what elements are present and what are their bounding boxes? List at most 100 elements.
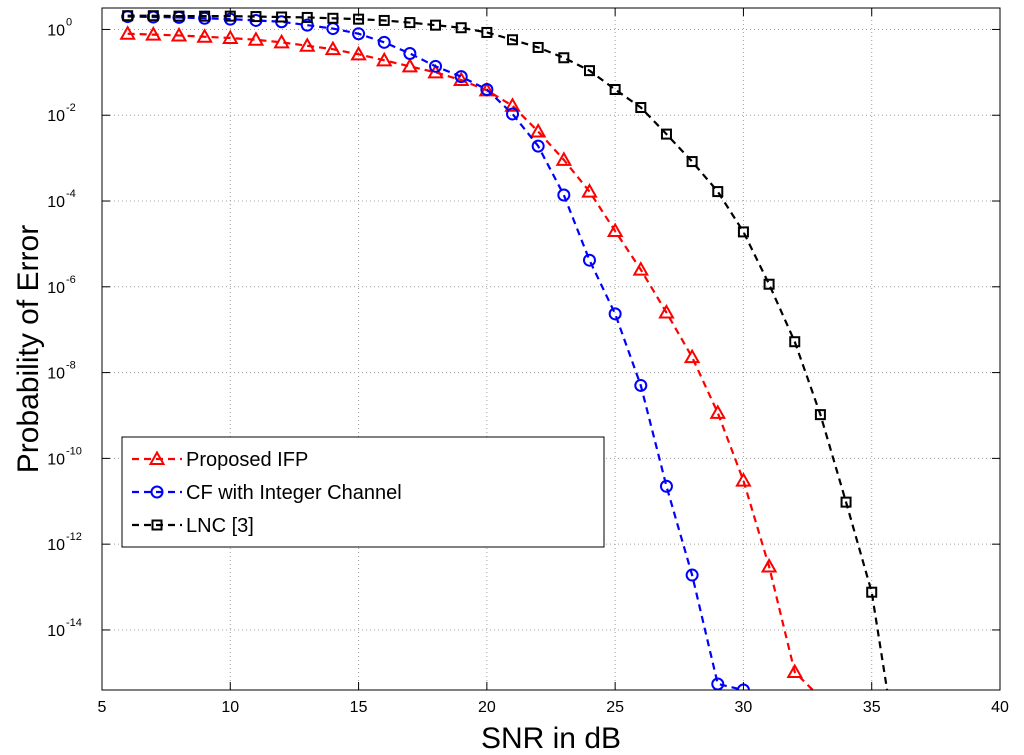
y-tick-label-exponent: -12 <box>66 531 82 543</box>
data-point <box>327 12 339 24</box>
data-point <box>685 568 699 582</box>
data-point <box>454 70 468 84</box>
data-point <box>786 663 803 678</box>
legend-marker <box>148 450 166 465</box>
data-point <box>683 348 701 364</box>
data-point <box>147 10 159 22</box>
plot-frame <box>101 7 1001 691</box>
series-proposed-ifp <box>119 25 814 690</box>
x-tick-label: 5 <box>98 699 107 716</box>
y-tick-label-exponent: -10 <box>66 445 82 457</box>
data-point <box>196 28 213 43</box>
data-point <box>404 17 416 29</box>
data-point <box>712 186 724 198</box>
data-point <box>324 40 342 56</box>
data-point <box>529 122 547 138</box>
x-tick-label: 10 <box>221 699 239 716</box>
x-tick-label: 15 <box>350 699 368 716</box>
legend-marker <box>151 519 163 531</box>
data-point <box>506 107 520 121</box>
y-axis-title: Probability of Error <box>12 225 45 473</box>
data-point <box>199 10 211 22</box>
data-point <box>660 128 672 140</box>
data-point <box>452 71 470 87</box>
data-point <box>635 102 647 114</box>
data-point <box>789 336 801 348</box>
data-point <box>299 37 316 52</box>
data-point <box>606 222 624 238</box>
data-point <box>532 41 544 53</box>
series-lnc-3 <box>122 10 889 690</box>
data-point <box>247 31 265 46</box>
data-point <box>763 278 775 290</box>
data-point <box>429 59 443 73</box>
data-point <box>760 557 778 573</box>
data-point <box>737 226 749 238</box>
legend-marker <box>150 485 164 499</box>
x-tick-label: 30 <box>735 699 753 716</box>
data-point <box>686 156 698 168</box>
y-tick-label-exponent: 0 <box>66 16 72 28</box>
data-point <box>608 307 622 321</box>
data-point <box>504 97 521 112</box>
data-point <box>300 18 314 32</box>
legend-box <box>121 436 605 548</box>
data-point <box>376 51 393 67</box>
data-point <box>378 14 390 26</box>
y-tick-label-base: 10 <box>47 280 65 297</box>
y-tick-label-base: 10 <box>47 623 65 640</box>
legend-label: Proposed IFP <box>186 449 308 471</box>
data-point <box>276 11 288 23</box>
data-point <box>658 304 675 319</box>
data-point <box>709 404 726 419</box>
data-point <box>634 378 648 392</box>
data-point <box>403 46 417 60</box>
y-tick-label-base: 10 <box>47 451 65 468</box>
data-point <box>122 10 134 22</box>
data-point <box>581 183 598 198</box>
data-point <box>301 11 313 23</box>
data-point <box>711 677 725 690</box>
data-point <box>814 409 826 421</box>
y-tick-label-exponent: -2 <box>66 102 76 114</box>
y-tick-label-base: 10 <box>47 194 65 211</box>
x-tick-label: 40 <box>991 699 1009 716</box>
series-line <box>127 15 744 690</box>
data-point <box>481 26 493 38</box>
x-axis-title: SNR in dB <box>481 722 621 755</box>
data-point <box>659 479 673 493</box>
data-point <box>840 496 852 508</box>
data-point <box>866 586 878 598</box>
data-point <box>250 11 262 23</box>
legend-label: LNC [3] <box>186 515 254 537</box>
legend: Proposed IFP CF with Integer Channel LNC [… <box>121 436 605 548</box>
data-point <box>609 83 621 95</box>
legend-label: CF with Integer Channel <box>186 482 402 504</box>
data-point <box>583 65 595 77</box>
data-point <box>557 188 571 202</box>
data-point <box>735 472 752 487</box>
data-point <box>507 34 519 46</box>
data-point <box>273 33 290 49</box>
data-point <box>430 19 442 31</box>
y-tick-label-exponent: -4 <box>66 188 76 200</box>
data-point <box>632 261 650 276</box>
data-point <box>350 45 367 61</box>
data-point <box>480 82 494 96</box>
series-group <box>119 10 889 690</box>
y-tick-label-base: 10 <box>47 108 65 125</box>
y-tick-label-exponent: -14 <box>66 617 82 629</box>
series-line <box>127 14 889 690</box>
x-tick-label: 35 <box>863 699 881 716</box>
data-point <box>555 151 573 166</box>
data-point <box>352 27 366 41</box>
y-tick-label-base: 10 <box>47 537 65 554</box>
data-point <box>582 253 596 267</box>
y-tick-label-base: 10 <box>47 22 65 39</box>
data-point <box>455 22 467 34</box>
data-point <box>173 10 185 22</box>
data-point <box>145 26 162 41</box>
y-tick-label-exponent: -6 <box>66 274 76 286</box>
